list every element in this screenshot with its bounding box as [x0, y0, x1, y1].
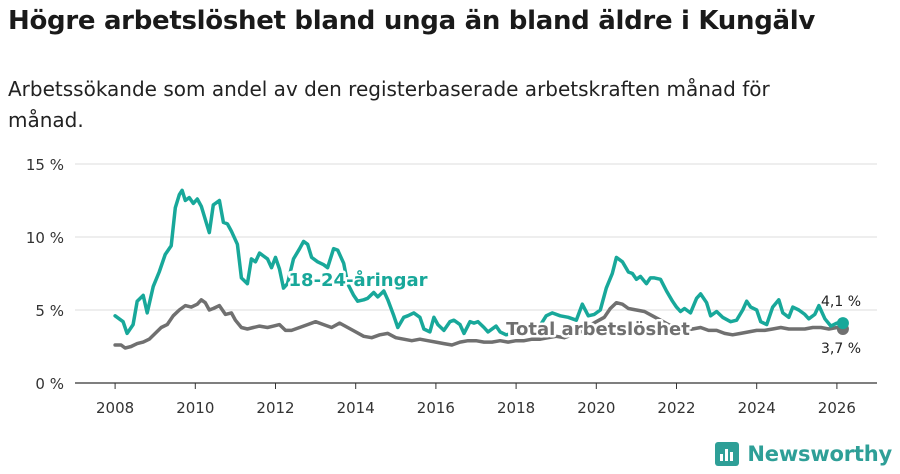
- x-tick-label: 2020: [577, 399, 615, 417]
- end-label-total: 3,7 %: [821, 341, 861, 357]
- series-labels: 18-24-åringar Total arbetslöshet 4,1 % 3,7 …: [286, 267, 861, 358]
- x-tick-label: 2016: [417, 399, 455, 417]
- y-tick-label: 5 %: [35, 302, 64, 320]
- x-tick-label: 2014: [337, 399, 375, 417]
- x-tick-label: 2026: [818, 399, 856, 417]
- x-tick-label: 2022: [657, 399, 695, 417]
- brand-name: Newsworthy: [747, 442, 892, 466]
- series-label-youth: 18-24-åringar: [289, 269, 428, 291]
- series-label-total: Total arbetslöshet: [506, 319, 690, 340]
- y-tick-label: 0 %: [35, 375, 64, 393]
- x-axis: 2008 2010 2012 2014 2016 2018 2020 2022 2024 2026: [75, 382, 877, 417]
- series-line-total: [113, 298, 845, 350]
- y-tick-label: 10 %: [26, 229, 64, 247]
- x-tick-label: 2018: [497, 399, 535, 417]
- brand: Newsworthy: [715, 442, 892, 466]
- chart-subtitle: Arbetssökande som andel av den registerb…: [8, 77, 770, 132]
- x-tick-label: 2024: [738, 399, 776, 417]
- chart-title: Högre arbetslöshet bland unga än bland ä…: [8, 6, 816, 36]
- gridlines: [75, 163, 877, 311]
- end-label-youth: 4,1 %: [821, 294, 861, 310]
- y-tick-label: 15 %: [26, 156, 64, 174]
- x-tick-label: 2008: [96, 399, 134, 417]
- series-lines: [113, 188, 849, 350]
- line-chart: 0 %5 %10 %15 % 2008 2010 2012 2014 2016 2018 2…: [26, 156, 877, 417]
- x-tick-label: 2012: [256, 399, 294, 417]
- series-line-youth: [113, 188, 845, 337]
- y-axis-ticks: 0 % 5 % 10 % 15 %: [26, 156, 64, 393]
- x-tick-label: 2010: [176, 399, 214, 417]
- newsworthy-logo-icon: [715, 442, 740, 466]
- end-point-youth: [836, 317, 849, 330]
